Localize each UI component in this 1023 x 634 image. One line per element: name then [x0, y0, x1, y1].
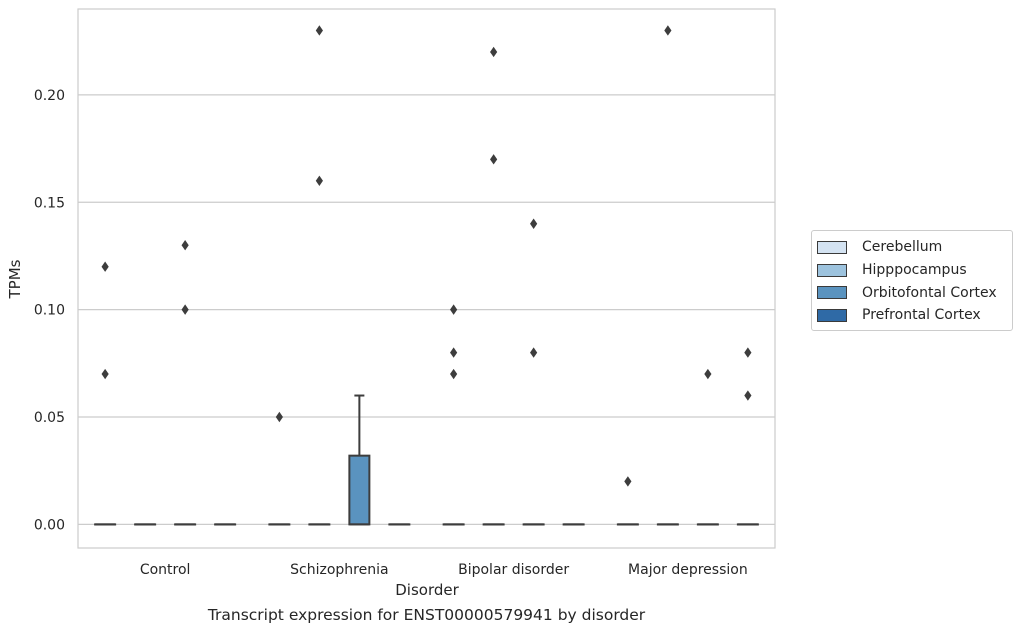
box-2-2: [522, 218, 545, 526]
legend-swatch: [817, 263, 847, 277]
legend-label: Hipppocampus: [862, 262, 967, 279]
box-0-0: [94, 261, 117, 526]
legend-item: Orbitofontal Cortex: [812, 281, 1012, 304]
outlier-point: [101, 261, 109, 272]
x-tick-labels: Control Schizophrenia Bipolar disorder Majo…: [140, 562, 748, 578]
outlier-point: [744, 347, 752, 358]
box-0-2: [174, 240, 197, 526]
outlier-point: [744, 390, 752, 401]
outlier-point: [490, 46, 498, 58]
chart-caption: Transcript expression for ENST0000057994…: [207, 606, 646, 624]
box-marks: [94, 25, 759, 526]
y-tick-label: 0.15: [34, 195, 65, 211]
legend-swatch: [817, 286, 847, 300]
outlier-point: [181, 304, 189, 315]
box-3-0: [616, 476, 639, 526]
outlier-point: [275, 411, 283, 423]
x-tick-label: Bipolar disorder: [458, 562, 569, 578]
outlier-point: [530, 347, 538, 358]
legend: Cerebellum Hipppocampus Orbitofontal Corte…: [811, 230, 1013, 331]
box-1-0: [268, 411, 291, 526]
box-1-1: [308, 25, 331, 526]
plot-area-frame: [77, 8, 776, 549]
legend-item: Prefrontal Cortex: [812, 304, 1012, 327]
y-tick-label: 0.10: [34, 303, 65, 319]
y-axis-title: TPMs: [6, 259, 24, 299]
legend-swatch: [817, 240, 847, 254]
outlier-point: [450, 304, 458, 315]
outlier-point: [101, 368, 109, 380]
box-3-3: [736, 347, 759, 526]
outlier-point: [315, 25, 323, 36]
y-tick-label: 0.05: [34, 410, 65, 426]
box-1-2: [348, 394, 371, 526]
outlier-point: [450, 347, 458, 358]
x-tick-label: Schizophrenia: [290, 562, 388, 578]
legend-label: Cerebellum: [862, 239, 943, 256]
box-body: [348, 454, 371, 526]
legend-label: Prefrontal Cortex: [862, 307, 981, 324]
y-tick-labels: 0.00 0.05 0.10 0.15 0.20: [34, 88, 65, 533]
outlier-point: [624, 476, 632, 487]
legend-swatch: [817, 308, 847, 322]
outlier-point: [530, 218, 538, 229]
legend-item: Cerebellum: [812, 236, 1012, 259]
outlier-point: [664, 25, 672, 36]
outlier-point: [315, 175, 323, 186]
y-tick-label: 0.00: [34, 517, 65, 533]
box-2-1: [482, 46, 505, 526]
x-tick-label: Major depression: [628, 562, 748, 578]
outlier-point: [490, 154, 498, 165]
outlier-point: [181, 240, 189, 251]
outlier-point: [450, 368, 458, 380]
outlier-point: [704, 368, 712, 380]
legend-label: Orbitofontal Cortex: [862, 284, 997, 301]
box-3-2: [696, 368, 719, 526]
x-axis-title: Disorder: [395, 581, 459, 599]
y-tick-label: 0.20: [34, 88, 65, 104]
box-2-0: [442, 304, 465, 526]
x-tick-label: Control: [140, 562, 191, 578]
legend-item: Hipppocampus: [812, 259, 1012, 282]
box-3-1: [656, 25, 679, 526]
